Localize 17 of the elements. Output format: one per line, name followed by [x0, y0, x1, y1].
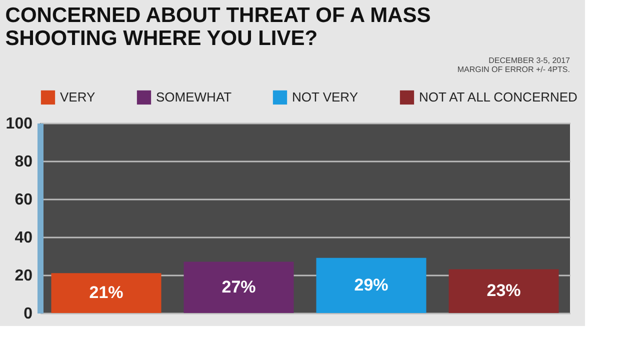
- text: DECEMBER 3-5, 2017: [488, 56, 571, 65]
- data-label: 21%: [89, 283, 124, 302]
- y-tick-label: 20: [14, 268, 33, 284]
- legend-label: NOT AT ALL CONCERNED: [419, 89, 578, 104]
- y-tick-label: 100: [6, 116, 33, 132]
- data-label: 27%: [222, 277, 256, 296]
- data-label: 23%: [486, 281, 521, 300]
- y-tick-label: 40: [14, 230, 33, 246]
- legend-label: VERY: [60, 89, 96, 104]
- legend-label: SOMEWHAT: [156, 89, 232, 104]
- y-tick-label: 60: [14, 192, 33, 208]
- y-tick-label: 80: [14, 154, 33, 170]
- y-tick-label: 0: [24, 306, 33, 322]
- legend-label: NOT VERY: [292, 89, 358, 104]
- data-label: 29%: [354, 275, 388, 294]
- chart-title: CONCERNED ABOUT THREAT OF A MASS SHOOTING WHERE YOU LIVE?: [5, 4, 431, 50]
- text: MARGIN OF ERROR +/- 4PTS.: [457, 65, 570, 74]
